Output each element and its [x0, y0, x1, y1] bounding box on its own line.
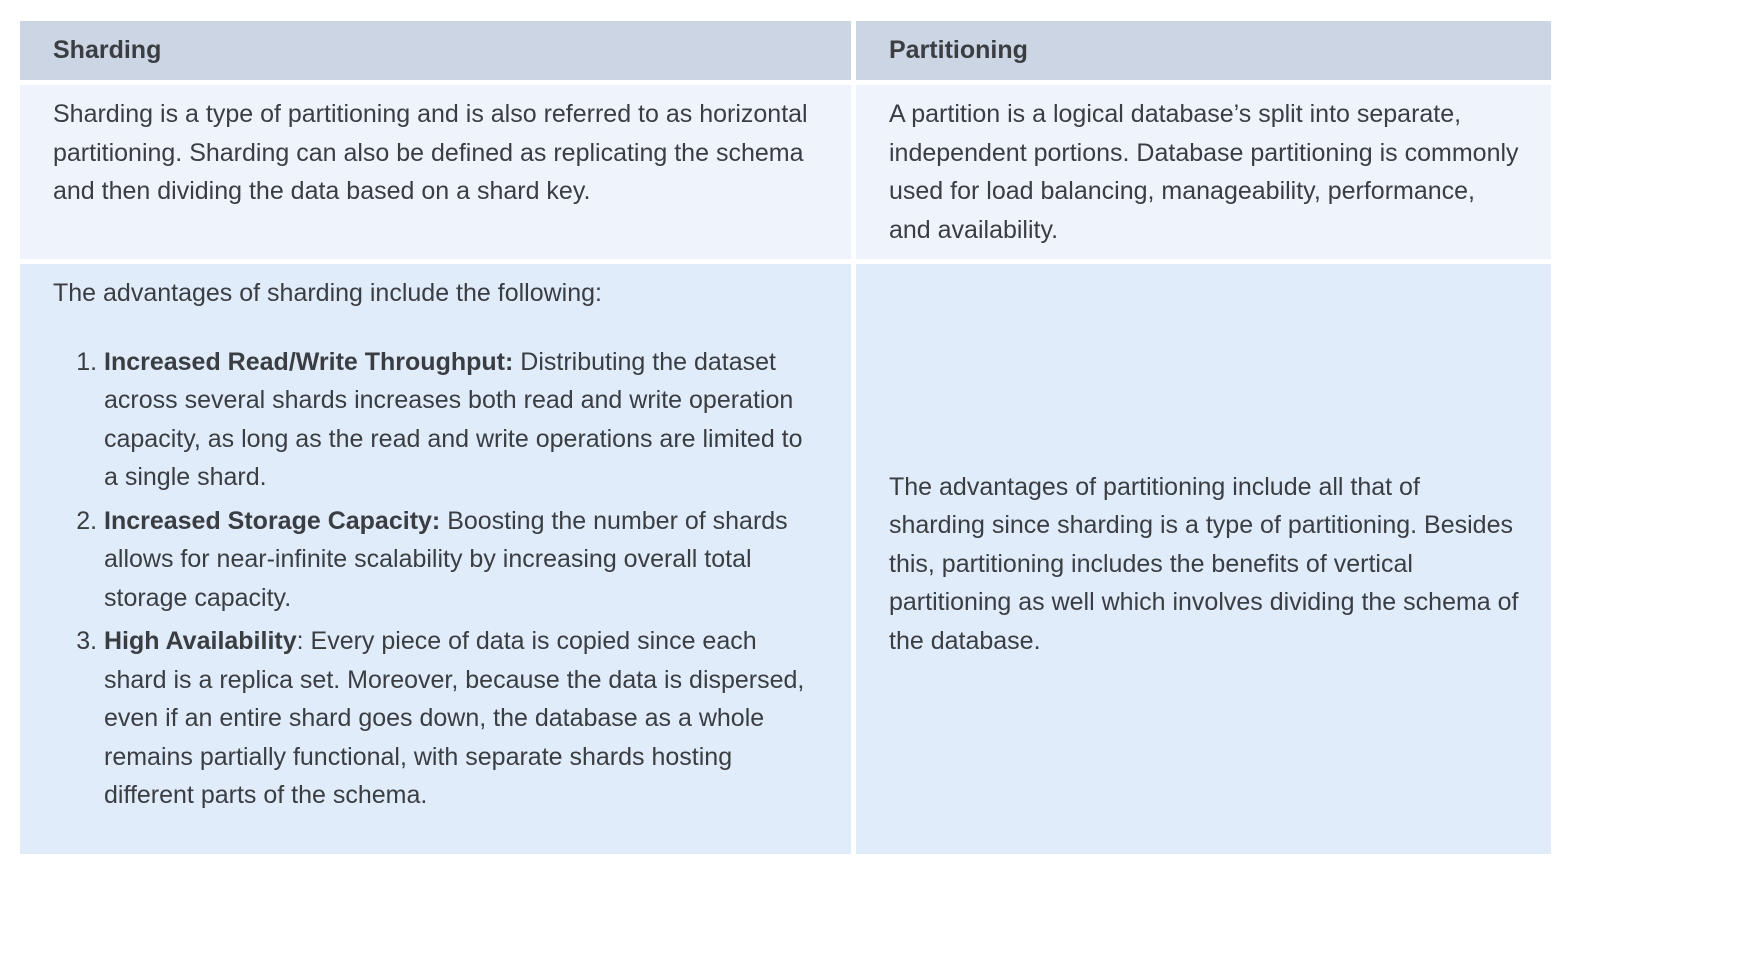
list-item: Increased Storage Capacity: Boosting the… — [104, 502, 819, 618]
header-sharding-label: Sharding — [53, 36, 162, 65]
list-item: High Availability: Every piece of data i… — [104, 622, 819, 815]
sharding-advantages-cell: The advantages of sharding include the f… — [20, 264, 851, 854]
list-item: Increased Read/Write Throughput: Distrib… — [104, 343, 819, 497]
list-item-title: High Availability — [104, 627, 297, 655]
partitioning-definition: A partition is a logical database’s spli… — [889, 100, 1519, 244]
sharding-definition-cell: Sharding is a type of partitioning and i… — [20, 85, 851, 259]
list-item-text: : Every piece of data is copied since ea… — [104, 627, 805, 809]
partitioning-advantages: The advantages of partitioning include a… — [889, 472, 1519, 655]
list-item-text: Boosting the number of shards allows for… — [104, 506, 788, 612]
header-partitioning: Partitioning — [856, 21, 1551, 80]
sharding-definition: Sharding is a type of partitioning and i… — [53, 100, 808, 205]
sharding-advantages-intro: The advantages of sharding include the f… — [53, 279, 602, 307]
list-item-title: Increased Storage Capacity: — [104, 506, 441, 535]
header-sharding: Sharding — [20, 21, 851, 80]
comparison-table: Sharding Partitioning Sharding is a type… — [20, 21, 1551, 854]
sharding-advantages-list: Increased Read/Write Throughput: Distrib… — [53, 343, 819, 815]
header-partitioning-label: Partitioning — [889, 36, 1028, 65]
list-item-text: Distributing the dataset across several … — [104, 347, 803, 492]
partitioning-advantages-cell: The advantages of partitioning include a… — [856, 264, 1551, 854]
partitioning-definition-cell: A partition is a logical database’s spli… — [856, 85, 1551, 259]
list-item-title: Increased Read/Write Throughput: — [104, 347, 514, 376]
